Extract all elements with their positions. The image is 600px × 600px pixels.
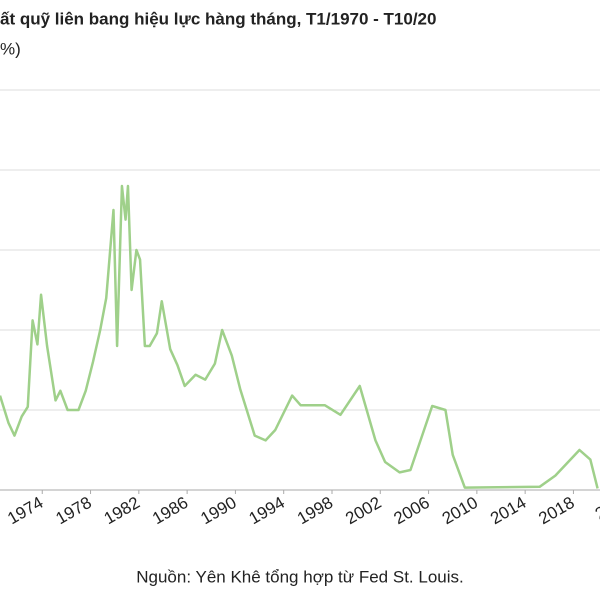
y-axis-label: %) [0,39,21,58]
chart-title: ất quỹ liên bang hiệu lực hàng tháng, T1… [0,9,436,28]
data-line [0,184,599,489]
source-note: Nguồn: Yên Khê tổng hợp từ Fed St. Louis… [136,567,463,586]
x-tick-label: 202 [592,493,600,524]
